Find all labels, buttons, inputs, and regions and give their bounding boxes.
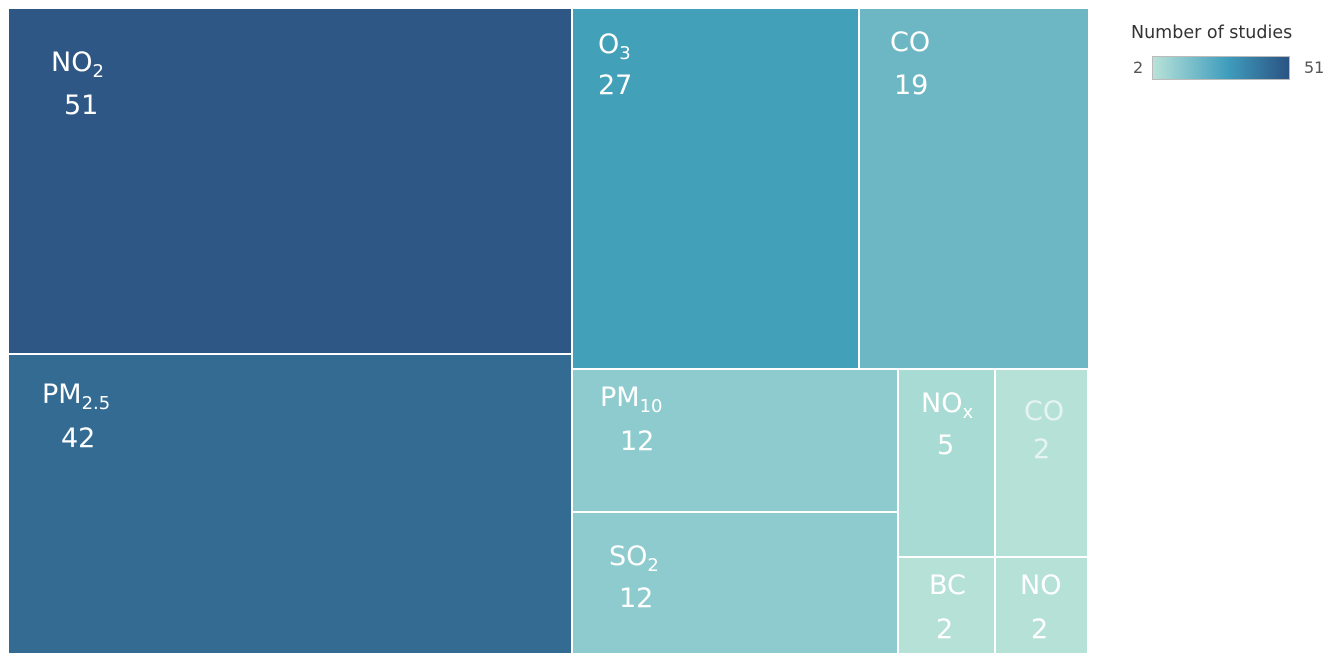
tile-label: SO2 bbox=[609, 541, 659, 575]
treemap-tile: PM2.5 42 bbox=[8, 354, 572, 654]
treemap-tile: PM10 12 bbox=[572, 369, 898, 512]
tile-value: 42 bbox=[61, 423, 96, 454]
tile-label: CO bbox=[1024, 398, 1064, 425]
treemap-tile: NO 2 bbox=[995, 557, 1088, 654]
tile-label: NO2 bbox=[51, 47, 104, 81]
tile-value: 2 bbox=[1033, 434, 1051, 465]
tile-label-text: PM bbox=[42, 379, 82, 410]
tile-label-subscript: 2.5 bbox=[81, 393, 111, 414]
tile-label-subscript: 10 bbox=[639, 396, 663, 417]
tile-label: BC bbox=[929, 572, 966, 599]
tile-value: 2 bbox=[1031, 614, 1049, 645]
tile-label-text: SO bbox=[609, 541, 648, 572]
treemap-tile: NO2 51 bbox=[8, 8, 572, 354]
tile-label-text: NO bbox=[1020, 570, 1062, 601]
color-legend: Number of studies 2 51 bbox=[1128, 18, 1340, 88]
tile-value: 19 bbox=[894, 70, 929, 101]
tile-label-text: O bbox=[598, 29, 620, 60]
tile-label: PM10 bbox=[600, 382, 662, 416]
treemap-tile: NOx 5 bbox=[898, 369, 995, 557]
tile-label-subscript: 2 bbox=[92, 61, 104, 82]
tile-label-subscript: 2 bbox=[647, 555, 659, 576]
tile-label-text: CO bbox=[1024, 396, 1065, 427]
tile-value: 51 bbox=[64, 90, 99, 121]
tile-label: PM2.5 bbox=[42, 379, 110, 413]
legend-title: Number of studies bbox=[1131, 23, 1293, 43]
legend-gradient-bar bbox=[1152, 56, 1290, 80]
tile-value: 5 bbox=[937, 430, 955, 461]
tile-label: NO bbox=[1020, 572, 1061, 599]
tile-label-text: BC bbox=[929, 570, 966, 601]
tile-value: 27 bbox=[598, 70, 633, 101]
tile-label-text: PM bbox=[600, 382, 640, 413]
tile-label: O3 bbox=[598, 29, 631, 63]
treemap-tile: BC 2 bbox=[898, 557, 995, 654]
tile-label: NOx bbox=[921, 388, 973, 422]
tile-label-subscript: x bbox=[962, 402, 974, 423]
legend-min-label: 2 bbox=[1133, 58, 1144, 77]
tile-label: CO bbox=[890, 29, 930, 56]
treemap-tile: O3 27 bbox=[572, 8, 859, 369]
tile-value: 12 bbox=[620, 426, 655, 457]
treemap-tile: CO 19 bbox=[859, 8, 1089, 369]
tile-label-text: NO bbox=[51, 47, 93, 78]
tile-label-text: NO bbox=[921, 388, 963, 419]
tile-value: 12 bbox=[619, 583, 654, 614]
treemap-tile: SO2 12 bbox=[572, 512, 898, 654]
tile-value: 2 bbox=[936, 614, 954, 645]
legend-max-label: 51 bbox=[1304, 58, 1325, 77]
tile-label-text: CO bbox=[890, 27, 931, 58]
treemap-tile: CO 2 bbox=[995, 369, 1088, 557]
tile-label-subscript: 3 bbox=[619, 43, 631, 64]
